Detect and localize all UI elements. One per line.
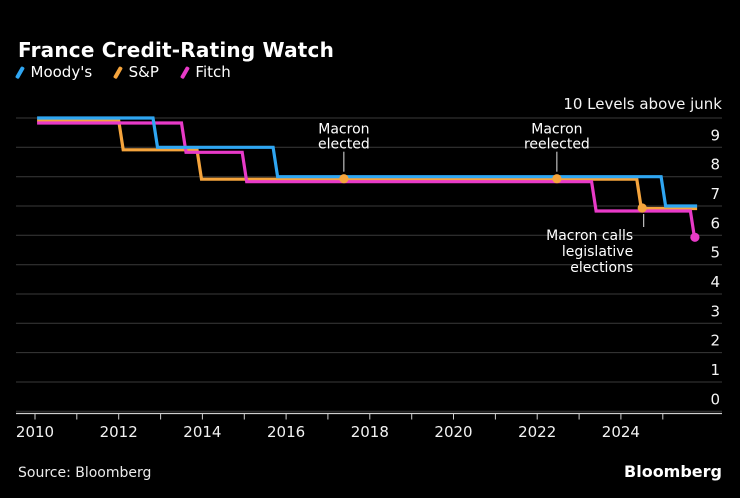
legend-item-fitch: Fitch [179,63,231,81]
annotation-text: elected [318,137,370,153]
legend-label-fitch: Fitch [195,63,231,81]
event-marker-dot [552,174,562,184]
legend-item-moodys: Moody's [14,63,93,81]
annotation-text: legislative [562,244,633,260]
event-marker-dot [339,174,349,184]
series-line-moodys [37,116,698,208]
y-tick-label: 9 [710,126,720,144]
x-tick-label: 2016 [267,423,305,441]
y-axis: 9 8 7 6 5 4 3 2 1 0 10 Levels above junk [563,95,722,408]
bloomberg-logo: Bloomberg [624,462,722,481]
y-tick-label: 5 [710,244,720,262]
legend: Moody's S&P Fitch [14,63,231,81]
annotation-text: reelected [524,137,590,153]
annotation-text: elections [570,260,633,276]
y-tick-label: 6 [710,214,720,232]
x-tick-label: 2020 [434,423,472,441]
y-tick-label: 1 [710,361,720,379]
legend-item-sp: S&P [113,63,159,81]
chart-canvas: 2010 2012 2014 2016 2018 2020 2022 2024 9 8 7 6 5 4 3 2… [16,95,722,441]
x-tick-label: 2024 [602,423,640,441]
y-tick-label: 4 [710,273,720,291]
x-tick-label: 2014 [183,423,221,441]
y-tick-label: 8 [710,156,720,174]
x-tick-label: 2018 [351,423,389,441]
series-lines [37,116,698,241]
annotation-text: Macron calls [546,228,633,244]
y-tick-label: 0 [710,390,720,408]
y-axis-title: 10 Levels above junk [563,95,722,113]
legend-label-sp: S&P [128,63,159,81]
series-line-sp [37,118,698,211]
event-marker-dot [637,203,647,213]
y-tick-label: 2 [710,332,720,350]
y-tick-label: 7 [710,185,720,203]
source-label: Source: Bloomberg [18,465,152,481]
y-tick-label: 3 [710,302,720,320]
chart-title: France Credit-Rating Watch [18,38,335,63]
x-axis: 2010 2012 2014 2016 2018 2020 2022 2024 [16,412,722,441]
annotation-text: Macron [531,122,582,138]
event-marker-dot [690,232,700,242]
annotation-text: Macron [318,122,369,138]
event-markers [339,174,700,242]
series-line-fitch [37,121,697,241]
legend-label-moodys: Moody's [30,63,93,81]
x-tick-label: 2010 [16,423,54,441]
x-tick-label: 2022 [518,423,556,441]
x-tick-label: 2012 [100,423,138,441]
